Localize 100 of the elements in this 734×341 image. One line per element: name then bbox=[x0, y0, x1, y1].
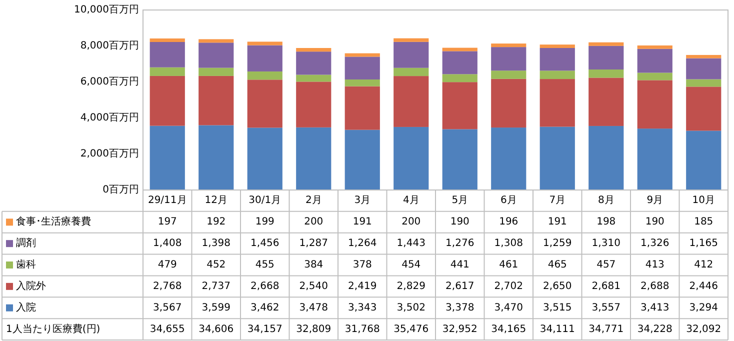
data-label: 2,702 bbox=[494, 280, 523, 292]
xtick: 8月 bbox=[598, 195, 614, 206]
data-label: 1,443 bbox=[396, 238, 426, 250]
data-label: 197 bbox=[158, 216, 177, 228]
bar bbox=[491, 47, 526, 71]
ytick: 6,000百万円 bbox=[80, 76, 139, 88]
bar bbox=[247, 42, 282, 46]
xtick: 6月 bbox=[500, 195, 517, 206]
data-label: 1,408 bbox=[153, 238, 182, 250]
legend: 歯科 bbox=[16, 260, 36, 270]
data-label: 2,446 bbox=[689, 280, 718, 292]
bar bbox=[491, 128, 526, 190]
data-label: 441 bbox=[450, 260, 470, 270]
bar bbox=[637, 128, 672, 190]
bar bbox=[540, 44, 575, 48]
annotation: 32,092 bbox=[686, 324, 722, 335]
bar bbox=[198, 125, 234, 190]
data-label: 2,650 bbox=[543, 280, 572, 292]
annotation: 35,476 bbox=[394, 324, 429, 335]
bar bbox=[247, 71, 282, 80]
data-label: 191 bbox=[548, 216, 567, 228]
annotation: 34,771 bbox=[588, 324, 624, 335]
annotation: 32,952 bbox=[442, 324, 478, 335]
data-label: 465 bbox=[548, 260, 567, 270]
data-label: 452 bbox=[206, 260, 226, 270]
xtick: 2月 bbox=[305, 195, 322, 206]
data-label: 461 bbox=[499, 260, 518, 270]
data-label: 2,829 bbox=[396, 280, 426, 292]
bar bbox=[394, 38, 429, 42]
bar bbox=[198, 42, 234, 68]
data-label: 3,294 bbox=[689, 302, 718, 314]
bar bbox=[686, 54, 722, 58]
bar bbox=[198, 39, 234, 43]
xtick: 7月 bbox=[549, 195, 566, 206]
ytick: 2,000百万円 bbox=[80, 148, 139, 160]
bar bbox=[296, 52, 332, 75]
bar bbox=[344, 130, 380, 190]
xtick: 29/11月 bbox=[148, 195, 187, 206]
bar bbox=[150, 76, 185, 126]
bar bbox=[540, 126, 575, 190]
bar bbox=[442, 51, 478, 74]
bar bbox=[150, 38, 185, 42]
data-label: 2,419 bbox=[348, 280, 377, 292]
legend: 調剤 bbox=[16, 238, 36, 250]
data-label: 191 bbox=[352, 216, 372, 228]
data-label: 190 bbox=[450, 216, 470, 228]
bar bbox=[394, 42, 429, 68]
data-label: 3,567 bbox=[153, 302, 182, 314]
bar bbox=[344, 56, 380, 80]
annotation: 1人当たり医療費(円) bbox=[6, 324, 100, 335]
data-label: 2,668 bbox=[250, 280, 280, 292]
bar bbox=[150, 67, 185, 76]
data-label: 196 bbox=[499, 216, 518, 228]
bar bbox=[588, 42, 624, 46]
data-label: 185 bbox=[694, 216, 714, 228]
data-label: 200 bbox=[402, 216, 421, 228]
bar bbox=[491, 70, 526, 79]
bar bbox=[247, 45, 282, 72]
bar bbox=[686, 86, 722, 131]
bar bbox=[344, 79, 380, 86]
bar bbox=[637, 45, 672, 49]
data-label: 200 bbox=[304, 216, 324, 228]
bar bbox=[686, 58, 722, 80]
data-label: 1,276 bbox=[446, 238, 474, 250]
legend: 入院 bbox=[16, 302, 36, 314]
bar bbox=[442, 129, 478, 190]
data-label: 2,617 bbox=[446, 280, 474, 292]
bar bbox=[442, 82, 478, 130]
data-label: 3,515 bbox=[543, 302, 572, 314]
bar bbox=[247, 80, 282, 128]
data-label: 190 bbox=[645, 216, 664, 228]
bar bbox=[588, 78, 624, 126]
bar bbox=[637, 80, 672, 129]
bar bbox=[394, 68, 429, 76]
bar bbox=[198, 76, 234, 126]
data-label: 454 bbox=[402, 260, 421, 270]
bar bbox=[491, 78, 526, 128]
bar bbox=[540, 48, 575, 71]
bar bbox=[296, 48, 332, 52]
annotation: 34,606 bbox=[198, 324, 234, 335]
bar bbox=[344, 86, 380, 130]
bar bbox=[588, 46, 624, 70]
bar bbox=[442, 74, 478, 82]
xtick: 4月 bbox=[402, 195, 420, 206]
bar bbox=[540, 70, 575, 80]
ytick: 0百万円 bbox=[102, 184, 139, 196]
bar bbox=[394, 126, 429, 190]
annotation: 34,157 bbox=[247, 324, 282, 335]
data-label: 2,768 bbox=[153, 280, 182, 292]
bar bbox=[588, 126, 624, 190]
bar bbox=[394, 76, 429, 127]
annotation: 31,768 bbox=[344, 324, 380, 335]
annotation: 34,111 bbox=[540, 324, 575, 335]
data-label: 378 bbox=[352, 260, 372, 270]
data-label: 2,737 bbox=[202, 280, 230, 292]
data-label: 3,343 bbox=[348, 302, 377, 314]
legend: 食事･生活療養費 bbox=[16, 216, 91, 228]
bar bbox=[637, 48, 672, 73]
annotation: 34,655 bbox=[150, 324, 185, 335]
ytick: 4,000百万円 bbox=[80, 112, 139, 124]
